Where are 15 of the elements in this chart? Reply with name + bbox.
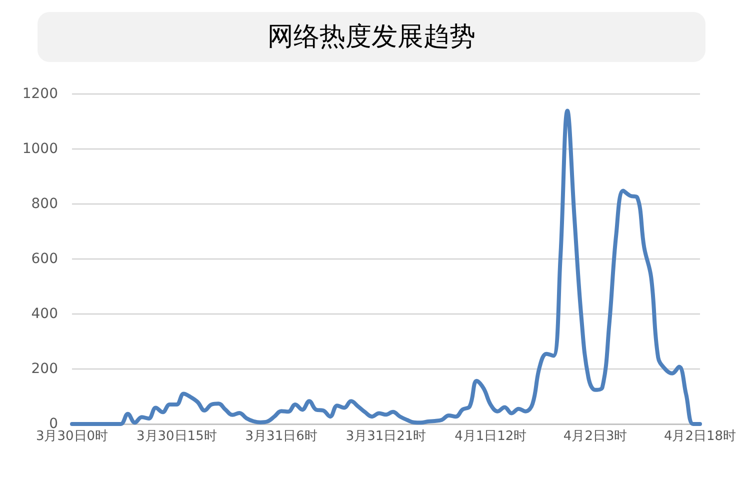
chart-title: 网络热度发展趋势: [268, 22, 476, 52]
x-tick-label: 4月2日3时: [563, 429, 628, 444]
y-tick-label: 1200: [22, 86, 58, 102]
y-tick-label: 200: [31, 361, 58, 377]
x-tick-label: 3月30日0时: [36, 429, 108, 444]
y-tick-label: 800: [31, 196, 58, 212]
y-tick-label: 400: [31, 306, 58, 322]
y-tick-label: 600: [31, 251, 58, 267]
line-series: [70, 108, 702, 426]
x-tick-label: 3月31日21时: [346, 429, 426, 444]
x-tick-label: 4月1日12时: [454, 429, 527, 444]
x-tick-label: 4月2日18时: [664, 429, 736, 444]
y-tick-label: 1000: [22, 141, 58, 157]
x-tick-label: 3月30日15时: [136, 429, 217, 444]
x-tick-label: 3月31日6时: [245, 429, 318, 444]
